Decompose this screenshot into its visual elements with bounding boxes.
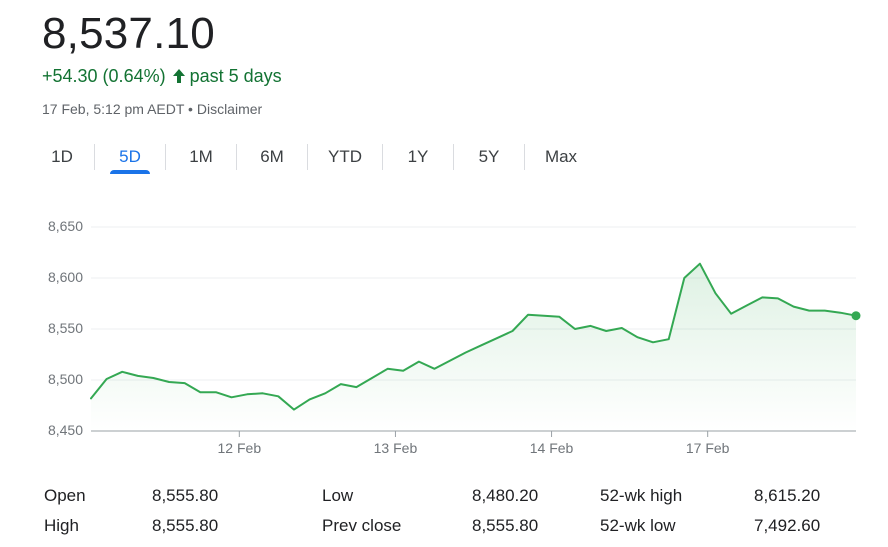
- tab-1d[interactable]: 1D: [51, 147, 73, 166]
- tab-max[interactable]: Max: [544, 147, 578, 166]
- stat-prev-close-label: Prev close: [322, 516, 402, 535]
- quote-timestamp: 17 Feb, 5:12 pm AEDT: [42, 101, 185, 117]
- tab-1y[interactable]: 1Y: [407, 147, 429, 166]
- tab-divider: [382, 144, 383, 170]
- x-tick-label: 17 Feb: [686, 440, 730, 456]
- stat-open-value: 8,555.80: [152, 486, 219, 505]
- series-area: [91, 263, 856, 431]
- x-tick-label: 14 Feb: [530, 440, 574, 456]
- range-tabs: 1D 5D 1M 6M YTD 1Y 5Y Max: [30, 140, 597, 174]
- stat-low-label: Low: [322, 486, 354, 505]
- series-line: [90, 262, 857, 411]
- price-chart[interactable]: 8,650 8,600 8,550 8,500 8,450 12 Feb 13 Feb 14 …: [0, 190, 888, 470]
- tab-5y[interactable]: 5Y: [478, 147, 500, 166]
- x-tick-label: 12 Feb: [218, 440, 262, 456]
- tab-divider: [453, 144, 454, 170]
- tab-divider: [524, 144, 525, 170]
- y-tick-label: 8,600: [48, 269, 83, 285]
- meta-separator: •: [188, 101, 193, 117]
- stat-high-value: 8,555.80: [152, 516, 219, 535]
- arrow-up-icon: [172, 68, 186, 84]
- tab-1m[interactable]: 1M: [189, 147, 213, 166]
- change-value: +54.30 (0.64%): [42, 66, 166, 86]
- stat-low-value: 8,480.20: [472, 486, 539, 505]
- tab-divider: [94, 144, 95, 170]
- x-tick-label: 13 Feb: [374, 440, 418, 456]
- stat-prev-close-value: 8,555.80: [472, 516, 539, 535]
- tab-divider: [236, 144, 237, 170]
- stat-52wk-high-value: 8,615.20: [754, 486, 821, 505]
- stat-52wk-low-value: 7,492.60: [754, 516, 821, 535]
- y-tick-label: 8,650: [48, 218, 83, 234]
- stat-open-label: Open: [44, 486, 86, 505]
- tab-5d[interactable]: 5D: [95, 140, 165, 174]
- last-point-marker: [851, 311, 861, 321]
- quote-meta: 17 Feb, 5:12 pm AEDT • Disclaimer: [42, 100, 262, 118]
- stat-52wk-low-label: 52-wk low: [600, 516, 676, 535]
- stat-high-label: High: [44, 516, 79, 535]
- current-price: 8,537.10: [42, 9, 215, 58]
- change-period: past 5 days: [189, 66, 282, 86]
- price-change: +54.30 (0.64%) past 5 days: [42, 64, 282, 88]
- tab-6m[interactable]: 6M: [260, 147, 284, 166]
- disclaimer-link[interactable]: Disclaimer: [196, 101, 263, 117]
- tab-ytd[interactable]: YTD: [328, 147, 362, 166]
- y-tick-label: 8,550: [48, 320, 83, 336]
- tab-divider: [307, 144, 308, 170]
- y-tick-label: 8,500: [48, 371, 83, 387]
- tab-divider: [165, 144, 166, 170]
- stat-52wk-high-label: 52-wk high: [600, 486, 683, 505]
- y-tick-label: 8,450: [48, 422, 83, 438]
